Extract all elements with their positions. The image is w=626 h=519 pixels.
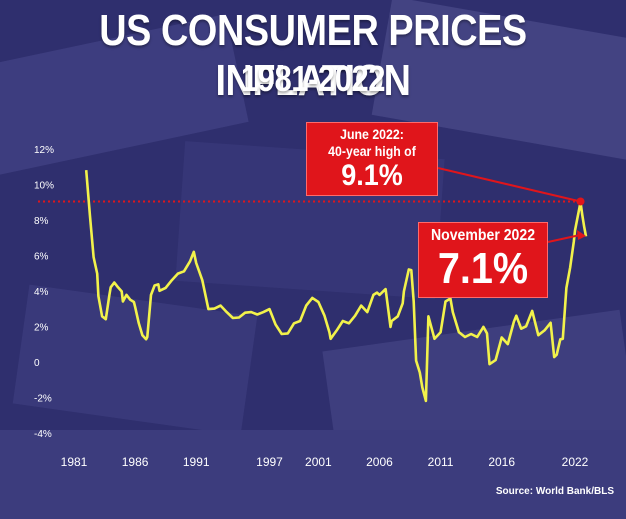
november-arrow [547,233,581,243]
x-tick-label: 1991 [183,455,210,469]
y-tick-label: 6% [34,252,49,263]
june-callout-line2: 40-year high of [328,143,416,159]
november-2022-callout: November 2022 7.1% [418,222,548,298]
source-note: Source: World Bank/BLS [495,486,614,497]
x-tick-label: 2011 [428,455,454,469]
inflation-series-line [84,169,588,403]
x-tick-label: 2006 [366,455,393,469]
x-tick-label: 1986 [122,455,149,469]
june-arrow [437,167,581,203]
chart-title: US CONSUMER PRICES INFLATION [99,6,527,105]
november-callout-line1: November 2022 [430,227,536,244]
y-tick-label: -2% [34,394,52,405]
june-callout-value: 9.1% [341,159,403,192]
y-tick-label: 0 [34,358,40,369]
june-callout-line1: June 2022: [340,126,404,142]
x-tick-label: 2001 [305,455,332,469]
x-tick-label: 1981 [61,455,88,469]
y-tick-label: 10% [34,181,54,192]
x-tick-label: 2016 [488,455,515,469]
y-tick-label: -4% [34,429,52,440]
november-arrowhead [577,229,586,240]
y-tick-label: 12% [34,145,54,156]
y-tick-label: 8% [34,216,49,227]
chart-subtitle: 1981-2022 [240,58,386,99]
x-tick-label: 1997 [256,455,283,469]
november-callout-value: 7.1% [437,244,529,293]
y-tick-label: 4% [34,287,49,298]
june-2022-callout: June 2022: 40-year high of 9.1% [306,122,438,196]
x-tick-label: 2022 [562,455,589,469]
y-tick-label: 2% [34,323,49,334]
june-peak-dot [576,197,585,206]
